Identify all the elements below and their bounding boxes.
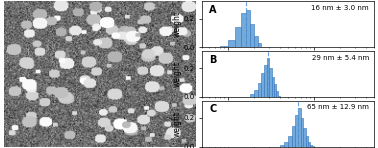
Bar <box>254 36 257 47</box>
Y-axis label: weight: weight <box>173 11 182 37</box>
Bar <box>274 84 276 97</box>
Bar <box>292 126 295 147</box>
Bar <box>261 73 264 97</box>
Bar <box>295 115 298 147</box>
Bar <box>288 136 292 147</box>
Text: 16 nm ± 3.0 nm: 16 nm ± 3.0 nm <box>311 5 369 11</box>
Text: B: B <box>209 55 217 65</box>
Bar <box>235 27 241 47</box>
Bar <box>269 68 271 97</box>
Bar <box>241 13 246 47</box>
Y-axis label: weight: weight <box>173 111 182 137</box>
Bar <box>278 95 280 97</box>
Bar <box>271 77 274 97</box>
Bar <box>228 40 235 47</box>
Bar <box>310 145 312 147</box>
Bar <box>250 24 254 47</box>
Bar <box>257 83 261 97</box>
Bar <box>304 128 306 147</box>
Y-axis label: weight: weight <box>173 61 182 87</box>
Bar <box>308 142 310 147</box>
Bar <box>306 136 308 147</box>
Text: 29 nm ± 5.4 nm: 29 nm ± 5.4 nm <box>312 55 369 61</box>
Bar <box>250 94 254 97</box>
Bar <box>301 118 304 147</box>
Bar <box>264 65 266 97</box>
Text: 65 nm ± 12.9 nm: 65 nm ± 12.9 nm <box>307 104 369 110</box>
Bar <box>298 108 301 147</box>
Bar <box>266 58 269 97</box>
Text: C: C <box>209 104 216 114</box>
Bar <box>276 91 278 97</box>
Bar <box>284 142 288 147</box>
Bar <box>254 90 257 97</box>
Bar <box>280 145 284 147</box>
Bar <box>312 146 314 147</box>
Bar <box>220 46 228 47</box>
Bar <box>246 10 250 47</box>
Text: A: A <box>209 5 217 15</box>
Bar <box>257 43 261 47</box>
